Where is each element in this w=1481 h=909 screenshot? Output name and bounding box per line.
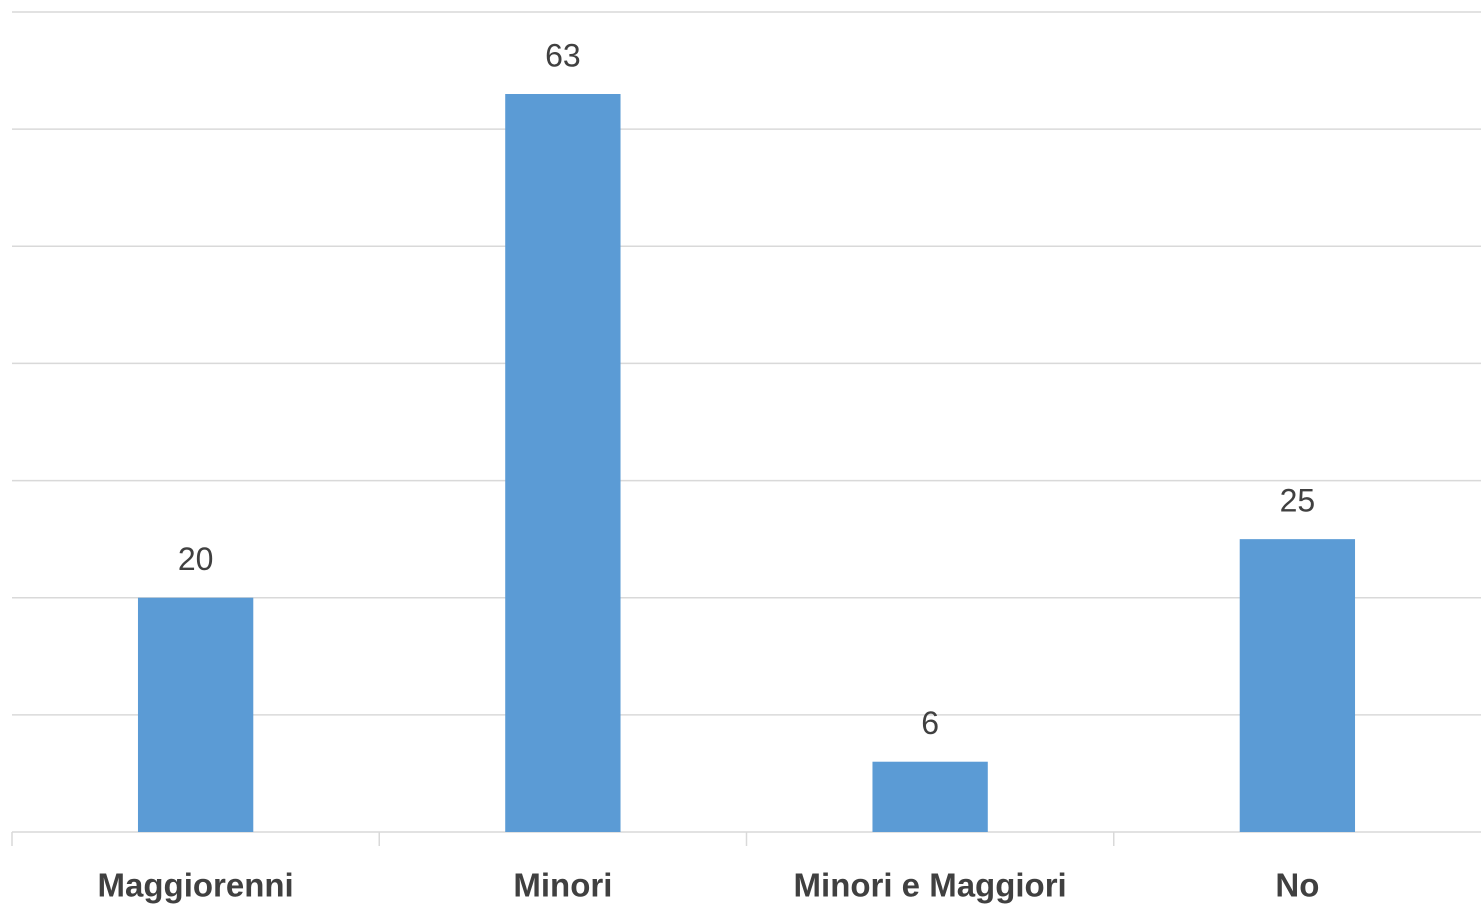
data-label: 63	[545, 37, 581, 73]
bar	[137, 597, 254, 832]
bar	[505, 94, 621, 832]
data-label: 6	[921, 705, 939, 741]
x-tick-label: No	[1275, 867, 1319, 904]
data-label: 20	[178, 541, 214, 577]
x-tick-label: Minori e Maggiori	[794, 867, 1067, 904]
data-label: 25	[1280, 483, 1316, 519]
bar	[1239, 539, 1356, 832]
x-tick-label: Maggiorenni	[98, 867, 294, 904]
bar	[872, 761, 988, 832]
x-tick-label: Minori	[513, 867, 612, 904]
